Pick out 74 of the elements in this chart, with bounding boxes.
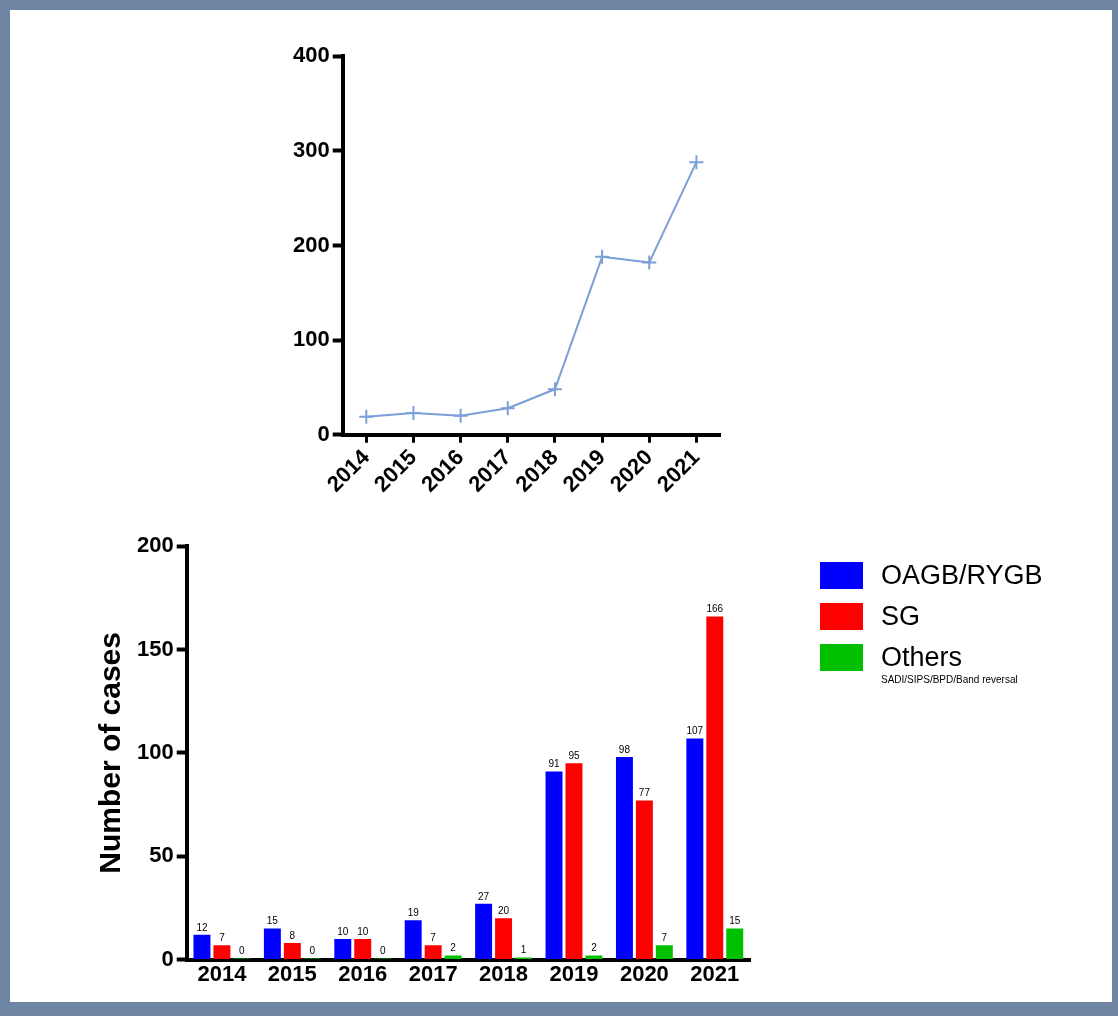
data-label: 107 xyxy=(686,725,704,737)
x-tick-label: 2019 xyxy=(549,960,599,986)
bar xyxy=(213,945,231,960)
data-label: 98 xyxy=(618,743,631,755)
data-label: 7 xyxy=(430,931,437,943)
point xyxy=(499,400,516,417)
x-tick-label: 2018 xyxy=(479,960,529,986)
bar xyxy=(615,757,633,960)
data-label: 27 xyxy=(478,890,490,902)
data-label: 95 xyxy=(568,749,580,761)
data-label: 15 xyxy=(266,915,279,927)
y-tick-label: 200 xyxy=(292,231,330,257)
bar xyxy=(585,955,603,960)
bar xyxy=(334,938,352,960)
bar xyxy=(263,928,281,960)
bar xyxy=(354,938,372,960)
legend-label: Others xyxy=(881,642,963,673)
x-tick-label: 2017 xyxy=(408,960,458,986)
point xyxy=(641,254,658,271)
data-label: 77 xyxy=(638,787,651,799)
data-label: 166 xyxy=(706,603,724,615)
data-label: 0 xyxy=(239,945,246,957)
bar xyxy=(545,771,563,960)
data-label: 20 xyxy=(498,905,510,917)
point xyxy=(405,404,422,421)
data-label: 10 xyxy=(357,925,369,937)
data-label: 2 xyxy=(591,942,598,954)
point xyxy=(358,408,375,425)
bar xyxy=(444,955,462,960)
y-tick-label: 0 xyxy=(161,945,174,971)
bar xyxy=(655,945,673,960)
data-label: 12 xyxy=(196,921,208,933)
x-tick-label: 2015 xyxy=(267,960,317,986)
y-tick-label: 0 xyxy=(317,420,330,446)
data-label: 0 xyxy=(379,945,386,957)
legend-label: OAGB/RYGB xyxy=(881,560,1043,591)
bar xyxy=(424,945,442,960)
y-tick-label: 100 xyxy=(136,738,174,764)
data-label: 8 xyxy=(289,929,296,941)
data-label: 15 xyxy=(729,915,741,927)
y-tick-label: 50 xyxy=(149,842,174,868)
bar xyxy=(635,800,653,960)
data-label: 7 xyxy=(661,931,668,943)
bar xyxy=(404,920,422,960)
y-tick-label: 400 xyxy=(292,42,330,68)
data-label: 1 xyxy=(520,944,527,956)
bar xyxy=(706,616,724,960)
bar xyxy=(686,738,704,960)
x-tick-label: 2021 xyxy=(690,960,740,986)
bar xyxy=(495,918,513,960)
x-tick-label: 2020 xyxy=(619,960,669,986)
x-tick-label: 2016 xyxy=(338,960,388,986)
data-label: 91 xyxy=(548,758,561,770)
point xyxy=(546,381,563,398)
bar xyxy=(726,928,744,960)
y-tick-label: 200 xyxy=(136,532,174,558)
bar xyxy=(283,943,301,960)
y-axis-title: Number of cases xyxy=(93,632,127,874)
bar xyxy=(193,934,211,960)
legend-label: SG xyxy=(881,601,921,632)
text: SADI/SIPS/BPD/Band reversal xyxy=(881,674,1019,685)
x-tick-label: 2014 xyxy=(197,960,248,986)
y-tick-label: 300 xyxy=(292,136,330,162)
point xyxy=(452,407,469,424)
data-label: 19 xyxy=(407,907,420,919)
point xyxy=(594,248,611,265)
point xyxy=(688,154,705,171)
data-label: 2 xyxy=(450,942,457,954)
data-label: 7 xyxy=(219,931,226,943)
y-tick-label: 150 xyxy=(136,635,174,661)
bar xyxy=(475,903,493,960)
bar xyxy=(565,763,583,960)
y-tick-label: 100 xyxy=(292,326,330,352)
data-label: 10 xyxy=(337,925,349,937)
